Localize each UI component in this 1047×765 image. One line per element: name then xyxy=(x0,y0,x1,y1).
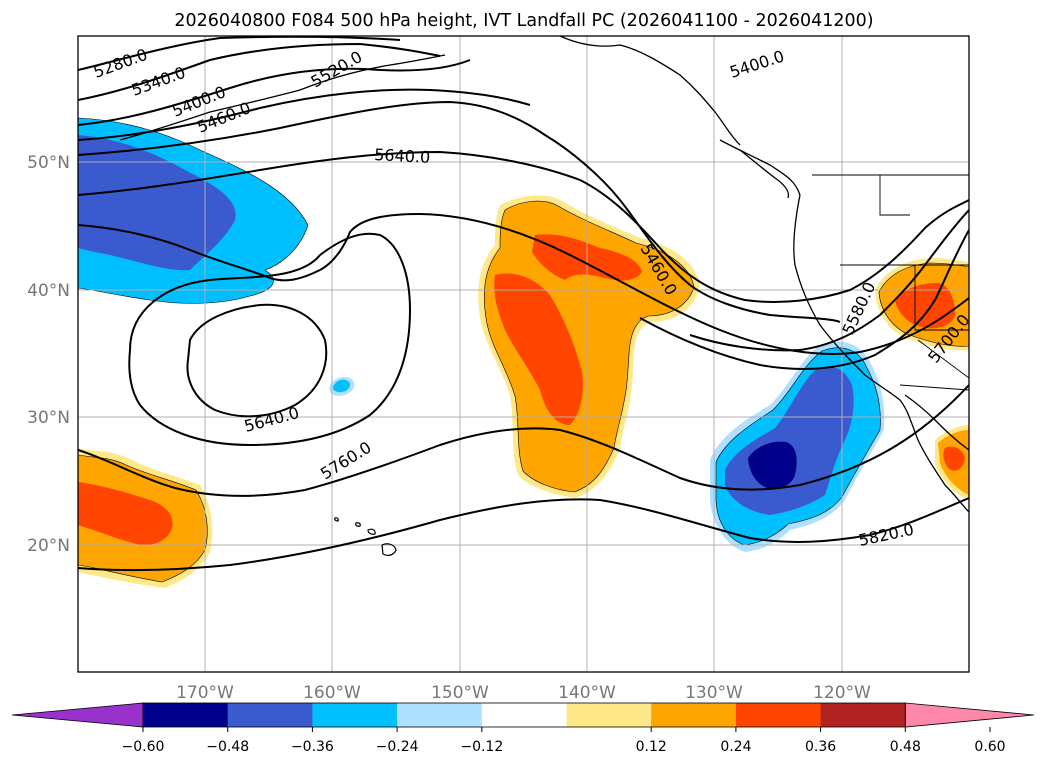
graticule xyxy=(78,36,969,672)
colorbar-cell xyxy=(397,703,483,727)
shade-red-orange-central-south xyxy=(494,273,583,425)
colorbar-tick-label: −0.60 xyxy=(122,739,165,755)
colorbar-tick-label: 0.24 xyxy=(720,739,751,755)
lon-label-150w: 150°W xyxy=(431,683,489,703)
colorbar-extension-high xyxy=(904,702,1035,728)
colorbar-ticks: −0.60 −0.48 −0.36 −0.24 −0.12 0.12 0.24 0.36 0.4… xyxy=(122,727,1006,755)
hawaii-big-island xyxy=(381,543,397,556)
hawaii-oahu xyxy=(355,522,361,527)
contour-5700 xyxy=(639,229,969,370)
colorbar-tick-label: −0.48 xyxy=(206,739,249,755)
colorbar-tick-label: 0.60 xyxy=(974,739,1005,755)
coast-baja-inner xyxy=(904,394,969,451)
ivt-positive-region-east xyxy=(875,258,969,500)
map-frame xyxy=(77,35,970,673)
shade-medium-blue-nw xyxy=(78,135,236,271)
contour-5520 xyxy=(78,100,841,323)
shade-red-orange-far-east xyxy=(943,446,965,471)
colorbar: −0.60 −0.48 −0.36 −0.24 −0.12 0.12 0.24 0.36 0.4… xyxy=(11,702,1035,755)
contour-5340 xyxy=(78,42,441,101)
contour-5640-low xyxy=(186,303,328,418)
colorbar-tick-label: 0.36 xyxy=(805,739,836,755)
contour-5400-west xyxy=(78,59,471,126)
lon-label-160w: 160°W xyxy=(303,683,361,703)
longitude-labels: 170°W 160°W 150°W 140°W 130°W 120°W xyxy=(176,683,871,703)
ivt-negative-region-southeast xyxy=(710,341,885,552)
hawaii-kauai xyxy=(334,517,339,522)
lon-label-130w: 130°W xyxy=(685,683,743,703)
lat-label-20n: 20°N xyxy=(27,536,70,556)
colorbar-tick-label: 0.48 xyxy=(890,739,921,755)
ivt-negative-small-cell xyxy=(329,376,355,396)
colorbar-cell xyxy=(566,703,652,727)
colorbar-cell xyxy=(820,703,906,727)
contour-5760 xyxy=(78,384,969,497)
contour-5460-west xyxy=(78,88,531,141)
colorbar-cell xyxy=(651,703,737,727)
colorbar-extension-low xyxy=(11,702,144,728)
colorbar-cell xyxy=(735,703,822,727)
colorbar-frame xyxy=(142,702,906,728)
contour-5580-east xyxy=(689,209,969,352)
shade-red-orange-east xyxy=(895,283,955,329)
border-states xyxy=(840,175,969,391)
contour-5640-north xyxy=(78,150,969,303)
colorbar-tick-label: −0.12 xyxy=(460,739,503,755)
shade-sky-blue-small xyxy=(333,379,350,393)
coast-alaska-peninsula xyxy=(119,54,446,141)
coast-bc xyxy=(719,139,801,196)
colorbar-tick-label: 0.12 xyxy=(636,739,667,755)
ivt-positive-region-southwest xyxy=(78,448,213,588)
coast-vancouver-island xyxy=(739,149,790,199)
colorbar-cell xyxy=(227,703,313,727)
latitude-labels: 50°N 40°N 30°N 20°N xyxy=(27,153,70,556)
colorbar-tick-label: −0.36 xyxy=(291,739,334,755)
contour-label-5640-north: 5640.0 xyxy=(374,145,431,167)
ivt-negative-region-northwest xyxy=(78,117,309,304)
coast-us-west xyxy=(793,194,969,513)
colorbar-cell xyxy=(481,703,567,727)
contour-5640-outer-low xyxy=(128,232,412,447)
islands xyxy=(334,517,397,556)
lon-label-120w: 120°W xyxy=(813,683,871,703)
map-panel xyxy=(78,36,969,672)
hawaii-maui xyxy=(367,528,376,535)
political-borders xyxy=(812,174,969,391)
lat-label-40n: 40°N xyxy=(27,281,70,301)
lat-label-50n: 50°N xyxy=(27,153,70,173)
map-title: 2026040800 F084 500 hPa height, IVT Land… xyxy=(174,11,873,31)
coast-alaska-gulf xyxy=(559,36,741,146)
lat-label-30n: 30°N xyxy=(27,408,70,428)
coastlines xyxy=(119,36,969,513)
colorbar-tick-label: −0.24 xyxy=(376,739,419,755)
contour-5280 xyxy=(78,36,401,71)
colorbar-cells xyxy=(11,702,1035,728)
colorbar-cell xyxy=(143,703,229,727)
height-contours xyxy=(78,36,969,572)
ivt-positive-region-central xyxy=(478,195,700,498)
contour-5820 xyxy=(78,497,969,572)
lon-label-170w: 170°W xyxy=(176,683,234,703)
colorbar-cell xyxy=(312,703,398,727)
shade-dark-blue-se xyxy=(748,441,797,490)
contour-5640-south xyxy=(78,212,969,355)
lon-label-140w: 140°W xyxy=(558,683,616,703)
shade-red-orange-sw xyxy=(78,482,173,546)
shade-orange-central xyxy=(483,200,695,493)
